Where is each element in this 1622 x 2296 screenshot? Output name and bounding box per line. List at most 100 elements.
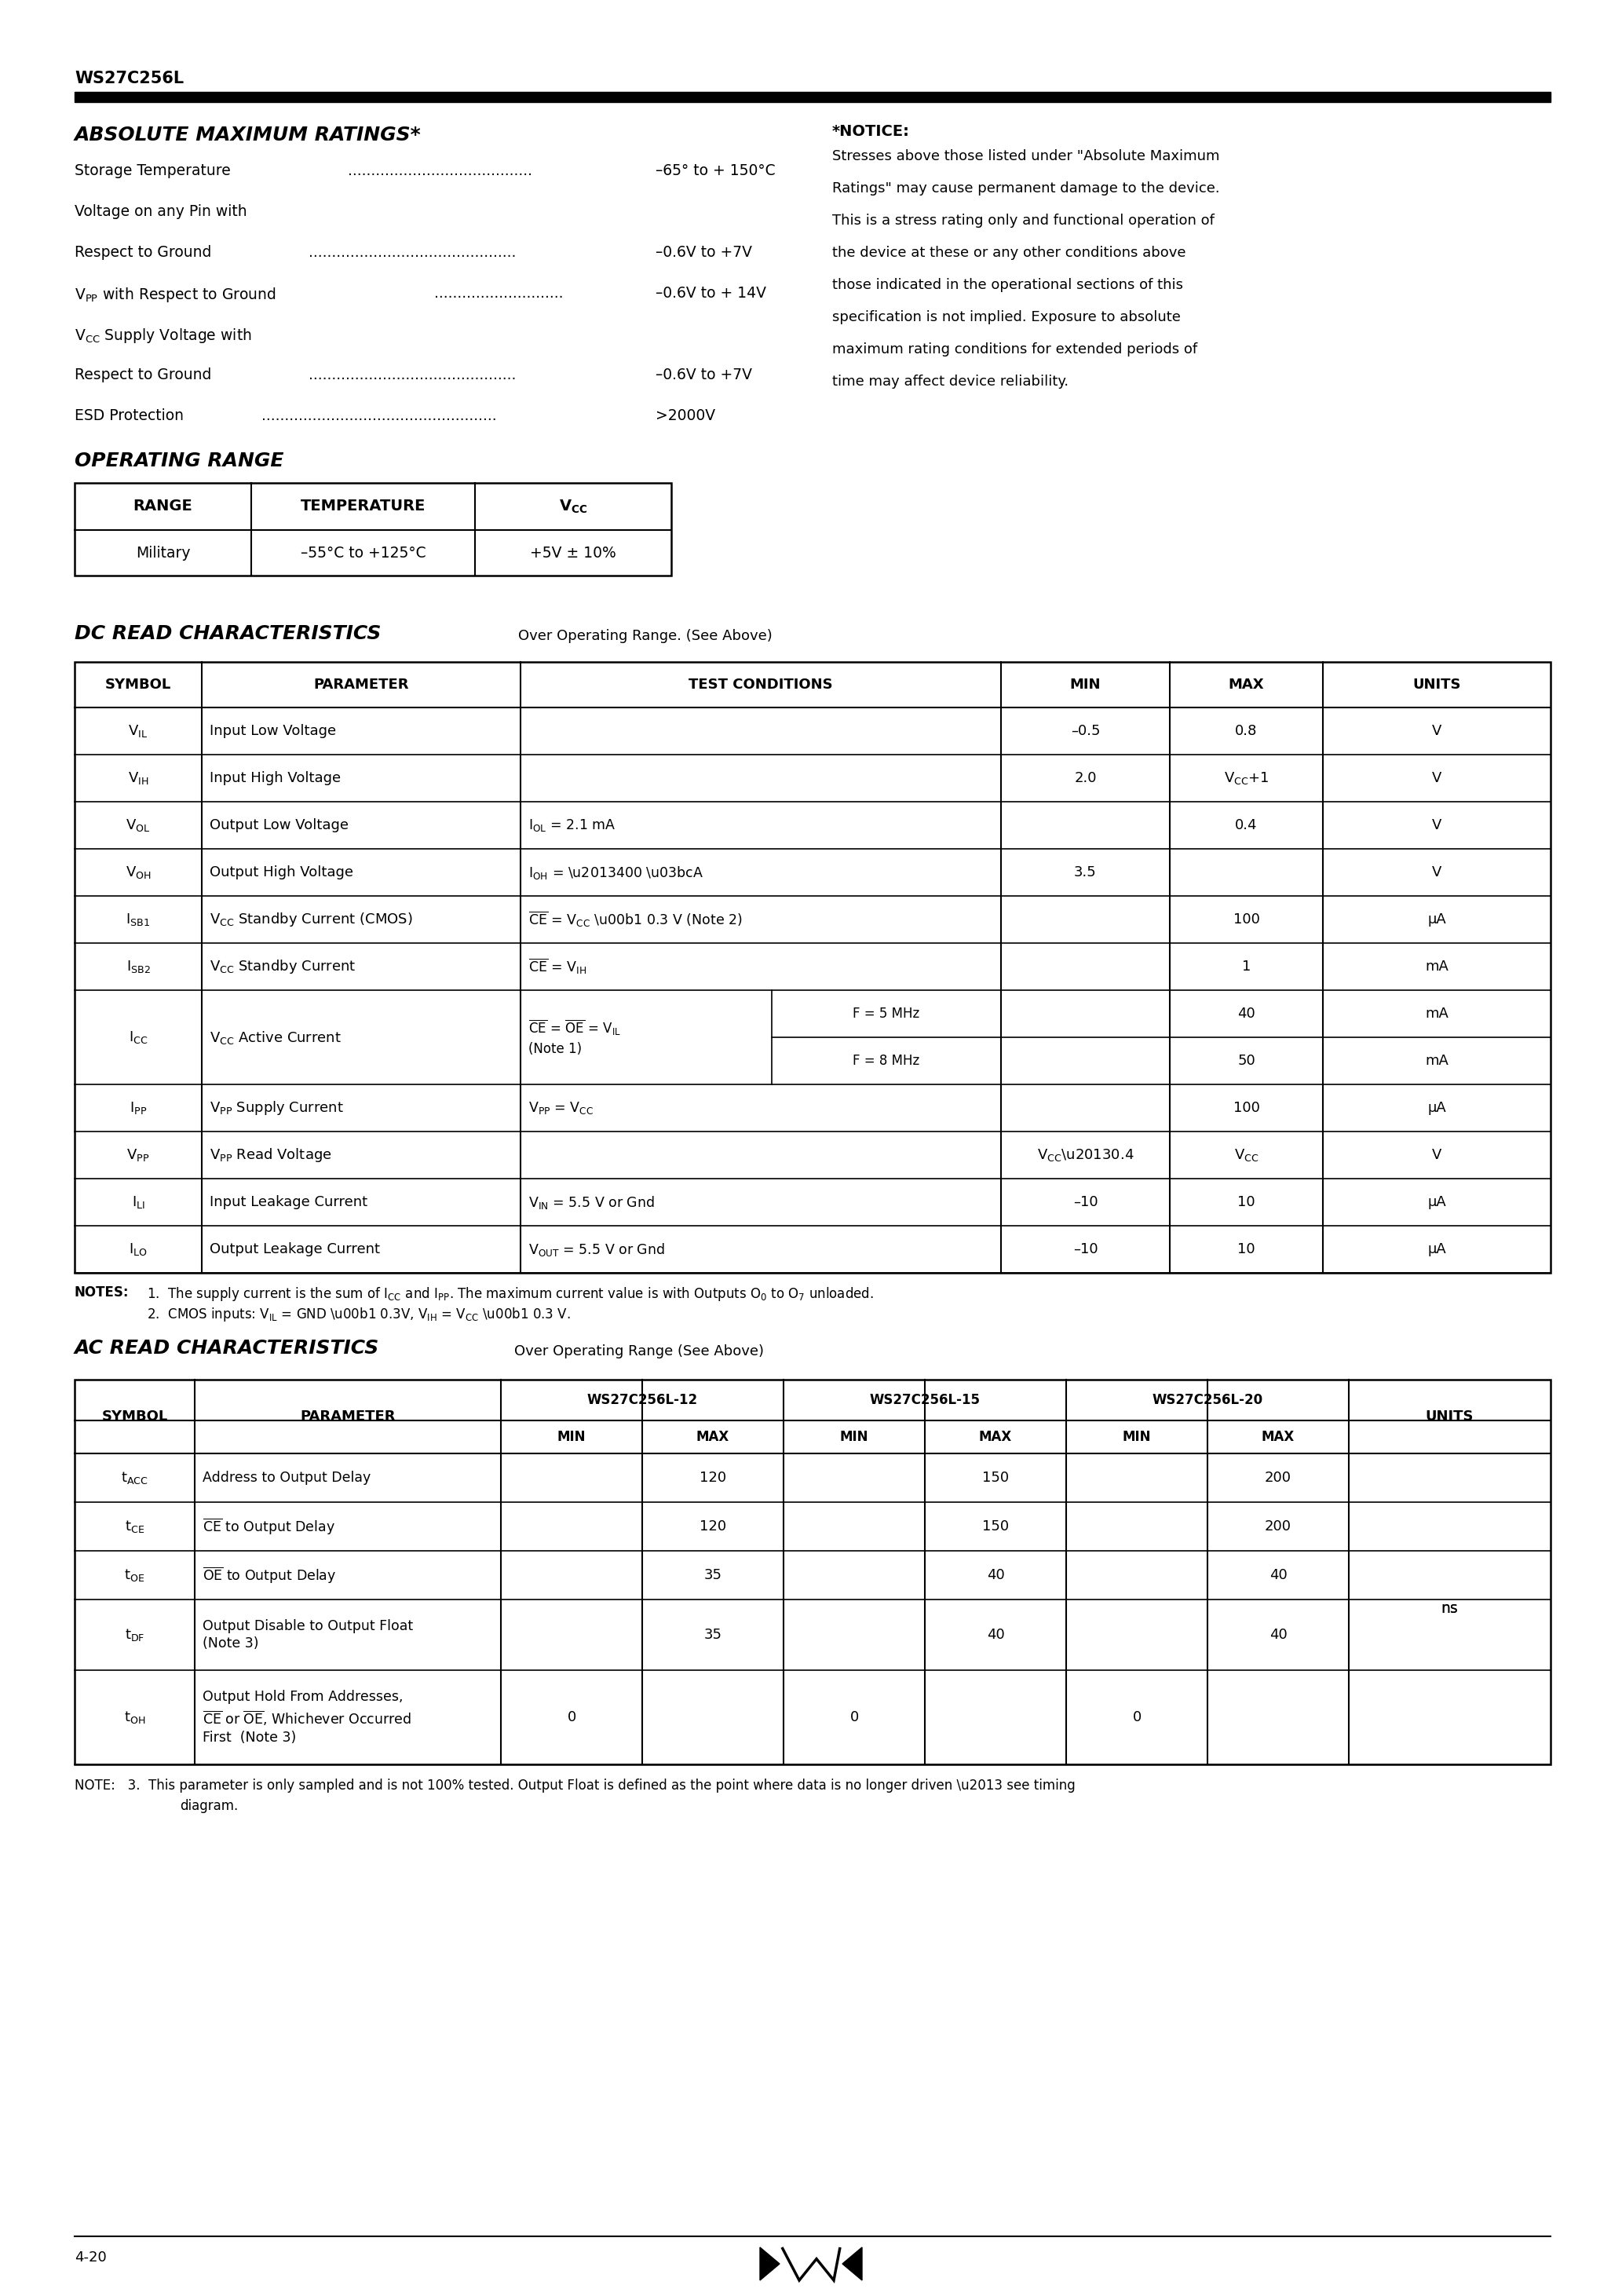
Text: t$_{\mathregular{OE}}$: t$_{\mathregular{OE}}$ — [125, 1568, 144, 1582]
Text: MIN: MIN — [558, 1430, 586, 1444]
Text: t$_{\mathregular{CE}}$: t$_{\mathregular{CE}}$ — [125, 1518, 144, 1534]
Text: 120: 120 — [699, 1520, 727, 1534]
Text: ABSOLUTE MAXIMUM RATINGS*: ABSOLUTE MAXIMUM RATINGS* — [75, 126, 422, 145]
Text: V$_{\mathregular{CC}}$ Active Current: V$_{\mathregular{CC}}$ Active Current — [209, 1029, 342, 1045]
Text: maximum rating conditions for extended periods of: maximum rating conditions for extended p… — [832, 342, 1197, 356]
Text: 150: 150 — [981, 1472, 1009, 1486]
Text: RANGE: RANGE — [133, 498, 193, 514]
Text: t$_{\mathregular{DF}}$: t$_{\mathregular{DF}}$ — [125, 1628, 144, 1642]
Text: V$_{\mathregular{OUT}}$ = 5.5 V or Gnd: V$_{\mathregular{OUT}}$ = 5.5 V or Gnd — [529, 1242, 665, 1258]
Text: WS27C256L-12: WS27C256L-12 — [587, 1394, 697, 1407]
Text: ns: ns — [1440, 1603, 1458, 1616]
Text: ............................: ............................ — [435, 285, 563, 301]
Text: V$_{\mathregular{CC}}$: V$_{\mathregular{CC}}$ — [560, 498, 587, 514]
Text: 40: 40 — [1268, 1568, 1288, 1582]
Text: +5V ± 10%: +5V ± 10% — [530, 546, 616, 560]
Text: UNITS: UNITS — [1426, 1410, 1474, 1424]
Polygon shape — [761, 2248, 780, 2280]
Text: t$_{\mathregular{OH}}$: t$_{\mathregular{OH}}$ — [123, 1711, 146, 1724]
Text: 100: 100 — [1233, 1100, 1260, 1116]
Text: V: V — [1432, 771, 1442, 785]
Text: MAX: MAX — [980, 1430, 1012, 1444]
Text: 35: 35 — [704, 1628, 722, 1642]
Text: 50: 50 — [1238, 1054, 1255, 1068]
Text: μA: μA — [1427, 1100, 1447, 1116]
Text: 200: 200 — [1265, 1520, 1291, 1534]
Text: Output Low Voltage: Output Low Voltage — [209, 817, 349, 833]
Text: V$_{\mathregular{OH}}$: V$_{\mathregular{OH}}$ — [125, 866, 151, 879]
Text: 150: 150 — [981, 1520, 1009, 1534]
Text: >2000V: >2000V — [655, 409, 715, 422]
Text: μA: μA — [1427, 1196, 1447, 1210]
Text: V$_{\mathregular{CC}}$: V$_{\mathregular{CC}}$ — [1234, 1148, 1259, 1162]
Text: V: V — [1432, 866, 1442, 879]
Text: Respect to Ground: Respect to Ground — [75, 246, 211, 259]
Text: diagram.: diagram. — [180, 1800, 238, 1814]
Text: I$_{\mathregular{CC}}$: I$_{\mathregular{CC}}$ — [128, 1029, 148, 1045]
Text: mA: mA — [1426, 1054, 1448, 1068]
Text: 120: 120 — [699, 1472, 727, 1486]
Text: V$_{\mathregular{CC}}$+1: V$_{\mathregular{CC}}$+1 — [1223, 769, 1268, 785]
Text: Over Operating Range (See Above): Over Operating Range (See Above) — [514, 1343, 764, 1359]
Text: Input Leakage Current: Input Leakage Current — [209, 1196, 368, 1210]
Text: ESD Protection: ESD Protection — [75, 409, 183, 422]
Text: 10: 10 — [1238, 1242, 1255, 1256]
Text: F = 8 MHz: F = 8 MHz — [853, 1054, 920, 1068]
Text: –0.6V to +7V: –0.6V to +7V — [655, 246, 753, 259]
Text: MAX: MAX — [1262, 1430, 1294, 1444]
Text: *NOTICE:: *NOTICE: — [832, 124, 910, 140]
Text: 2.  CMOS inputs: V$_{\mathregular{IL}}$ = GND \u00b1 0.3V, V$_{\mathregular{IH}}: 2. CMOS inputs: V$_{\mathregular{IL}}$ =… — [148, 1306, 571, 1322]
Text: TEST CONDITIONS: TEST CONDITIONS — [689, 677, 832, 691]
Text: mA: mA — [1426, 960, 1448, 974]
Text: UNITS: UNITS — [1413, 677, 1461, 691]
Text: 0: 0 — [568, 1711, 576, 1724]
Text: Output High Voltage: Output High Voltage — [209, 866, 354, 879]
Text: V$_{\mathregular{IL}}$: V$_{\mathregular{IL}}$ — [128, 723, 148, 739]
Text: TEMPERATURE: TEMPERATURE — [300, 498, 425, 514]
Text: Ratings" may cause permanent damage to the device.: Ratings" may cause permanent damage to t… — [832, 181, 1220, 195]
Text: Address to Output Delay: Address to Output Delay — [203, 1472, 371, 1486]
Text: F = 5 MHz: F = 5 MHz — [853, 1006, 920, 1022]
Text: V: V — [1432, 723, 1442, 737]
Text: Input Low Voltage: Input Low Voltage — [209, 723, 336, 737]
Text: PARAMETER: PARAMETER — [313, 677, 409, 691]
Text: t$_{\mathregular{ACC}}$: t$_{\mathregular{ACC}}$ — [122, 1469, 148, 1486]
Text: 40: 40 — [1268, 1628, 1288, 1642]
Text: DC READ CHARACTERISTICS: DC READ CHARACTERISTICS — [75, 625, 381, 643]
Text: 35: 35 — [704, 1568, 722, 1582]
Text: –0.6V to +7V: –0.6V to +7V — [655, 367, 753, 383]
Text: V: V — [1432, 817, 1442, 833]
Text: Over Operating Range. (See Above): Over Operating Range. (See Above) — [517, 629, 772, 643]
Text: $\overline{\rm CE}$ = V$_{\mathregular{CC}}$ \u00b1 0.3 V (Note 2): $\overline{\rm CE}$ = V$_{\mathregular{C… — [529, 909, 743, 930]
Text: –0.5: –0.5 — [1071, 723, 1100, 737]
Text: Storage Temperature: Storage Temperature — [75, 163, 230, 179]
Text: MIN: MIN — [840, 1430, 868, 1444]
Text: 3.5: 3.5 — [1074, 866, 1096, 879]
Text: μA: μA — [1427, 912, 1447, 928]
Text: NOTE:   3.  This parameter is only sampled and is not 100% tested. Output Float : NOTE: 3. This parameter is only sampled … — [75, 1779, 1075, 1793]
Text: WS27C256L-20: WS27C256L-20 — [1152, 1394, 1264, 1407]
Text: $\overline{\rm CE}$ = $\overline{\rm OE}$ = V$_{\mathregular{IL}}$
(Note 1): $\overline{\rm CE}$ = $\overline{\rm OE}… — [529, 1019, 621, 1056]
Text: 40: 40 — [986, 1628, 1004, 1642]
Text: I$_{\mathregular{SB2}}$: I$_{\mathregular{SB2}}$ — [127, 960, 151, 974]
Text: the device at these or any other conditions above: the device at these or any other conditi… — [832, 246, 1186, 259]
Text: SYMBOL: SYMBOL — [102, 1410, 167, 1424]
Text: .............................................: ........................................… — [308, 367, 516, 383]
Text: specification is not implied. Exposure to absolute: specification is not implied. Exposure t… — [832, 310, 1181, 324]
Bar — [75, 661, 1551, 1272]
Text: 100: 100 — [1233, 912, 1260, 928]
Text: V$_{\mathregular{PP}}$: V$_{\mathregular{PP}}$ — [127, 1148, 149, 1162]
Text: 40: 40 — [986, 1568, 1004, 1582]
Bar — [75, 1380, 1551, 1763]
Text: Military: Military — [136, 546, 190, 560]
Text: Output Hold From Addresses,
$\overline{\rm CE}$ or $\overline{\rm OE}$, Whicheve: Output Hold From Addresses, $\overline{\… — [203, 1690, 412, 1745]
Text: OPERATING RANGE: OPERATING RANGE — [75, 452, 284, 471]
Text: those indicated in the operational sections of this: those indicated in the operational secti… — [832, 278, 1182, 292]
Text: V$_{\mathregular{CC}}$\u20130.4: V$_{\mathregular{CC}}$\u20130.4 — [1036, 1148, 1134, 1162]
Text: WS27C256L: WS27C256L — [75, 71, 183, 87]
Text: 0.8: 0.8 — [1236, 723, 1257, 737]
Text: μA: μA — [1427, 1242, 1447, 1256]
Text: $\overline{\rm CE}$ to Output Delay: $\overline{\rm CE}$ to Output Delay — [203, 1518, 336, 1536]
Text: –10: –10 — [1074, 1196, 1098, 1210]
Text: V$_{\mathregular{OL}}$: V$_{\mathregular{OL}}$ — [127, 817, 151, 833]
